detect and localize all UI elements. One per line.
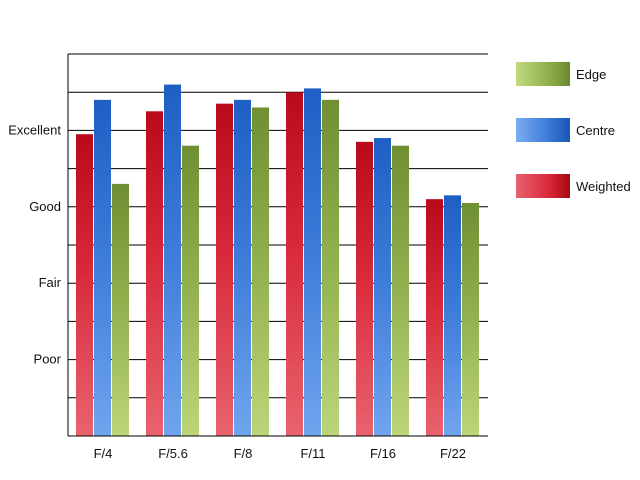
bar-centre-f4 — [94, 99, 111, 436]
bar-centre-f56 — [164, 84, 181, 436]
x-tick-label: F/8 — [234, 446, 253, 461]
bar-centre-f8 — [234, 99, 251, 436]
bar-weighted-f16 — [356, 141, 373, 437]
bar-edge-f11 — [322, 99, 339, 436]
axes — [67, 54, 488, 437]
bar-centre-f16 — [374, 138, 391, 437]
bar-edge-f22 — [462, 202, 479, 436]
legend-swatch-edge — [516, 62, 570, 86]
y-tick-label: Poor — [34, 352, 62, 367]
bar-edge-f56 — [182, 145, 199, 436]
x-tick-label: F/5.6 — [158, 446, 188, 461]
bar-weighted-f22 — [426, 199, 443, 436]
legend-swatch-weighted — [516, 174, 570, 198]
x-tick-label: F/4 — [94, 446, 113, 461]
bar-centre-f22 — [444, 195, 461, 436]
bar-weighted-f4 — [76, 134, 93, 436]
bar-edge-f8 — [252, 107, 269, 436]
bar-centre-f11 — [304, 88, 321, 436]
y-tick-label: Fair — [39, 275, 62, 290]
bar-weighted-f8 — [216, 103, 233, 436]
gridlines — [68, 53, 488, 399]
bar-edge-f4 — [112, 183, 129, 436]
x-tick-label: F/11 — [300, 446, 325, 461]
bar-edge-f16 — [392, 145, 409, 436]
x-axis-tick-labels: F/4 F/5.6 F/8 F/11 F/16 F/22 — [94, 446, 466, 461]
legend-swatch-centre — [516, 118, 570, 142]
legend-label-centre: Centre — [576, 123, 615, 138]
legend: Edge Centre Weighted — [516, 62, 631, 198]
y-axis-tick-labels: Poor Fair Good Excellent — [8, 122, 61, 366]
legend-label-edge: Edge — [576, 67, 606, 82]
x-tick-label: F/22 — [440, 446, 466, 461]
bars — [76, 84, 479, 437]
bar-weighted-f56 — [146, 111, 163, 437]
y-tick-label: Good — [29, 199, 61, 214]
y-tick-label: Excellent — [8, 122, 61, 137]
bar-weighted-f11 — [286, 92, 303, 436]
x-tick-label: F/16 — [370, 446, 396, 461]
legend-label-weighted: Weighted — [576, 179, 631, 194]
